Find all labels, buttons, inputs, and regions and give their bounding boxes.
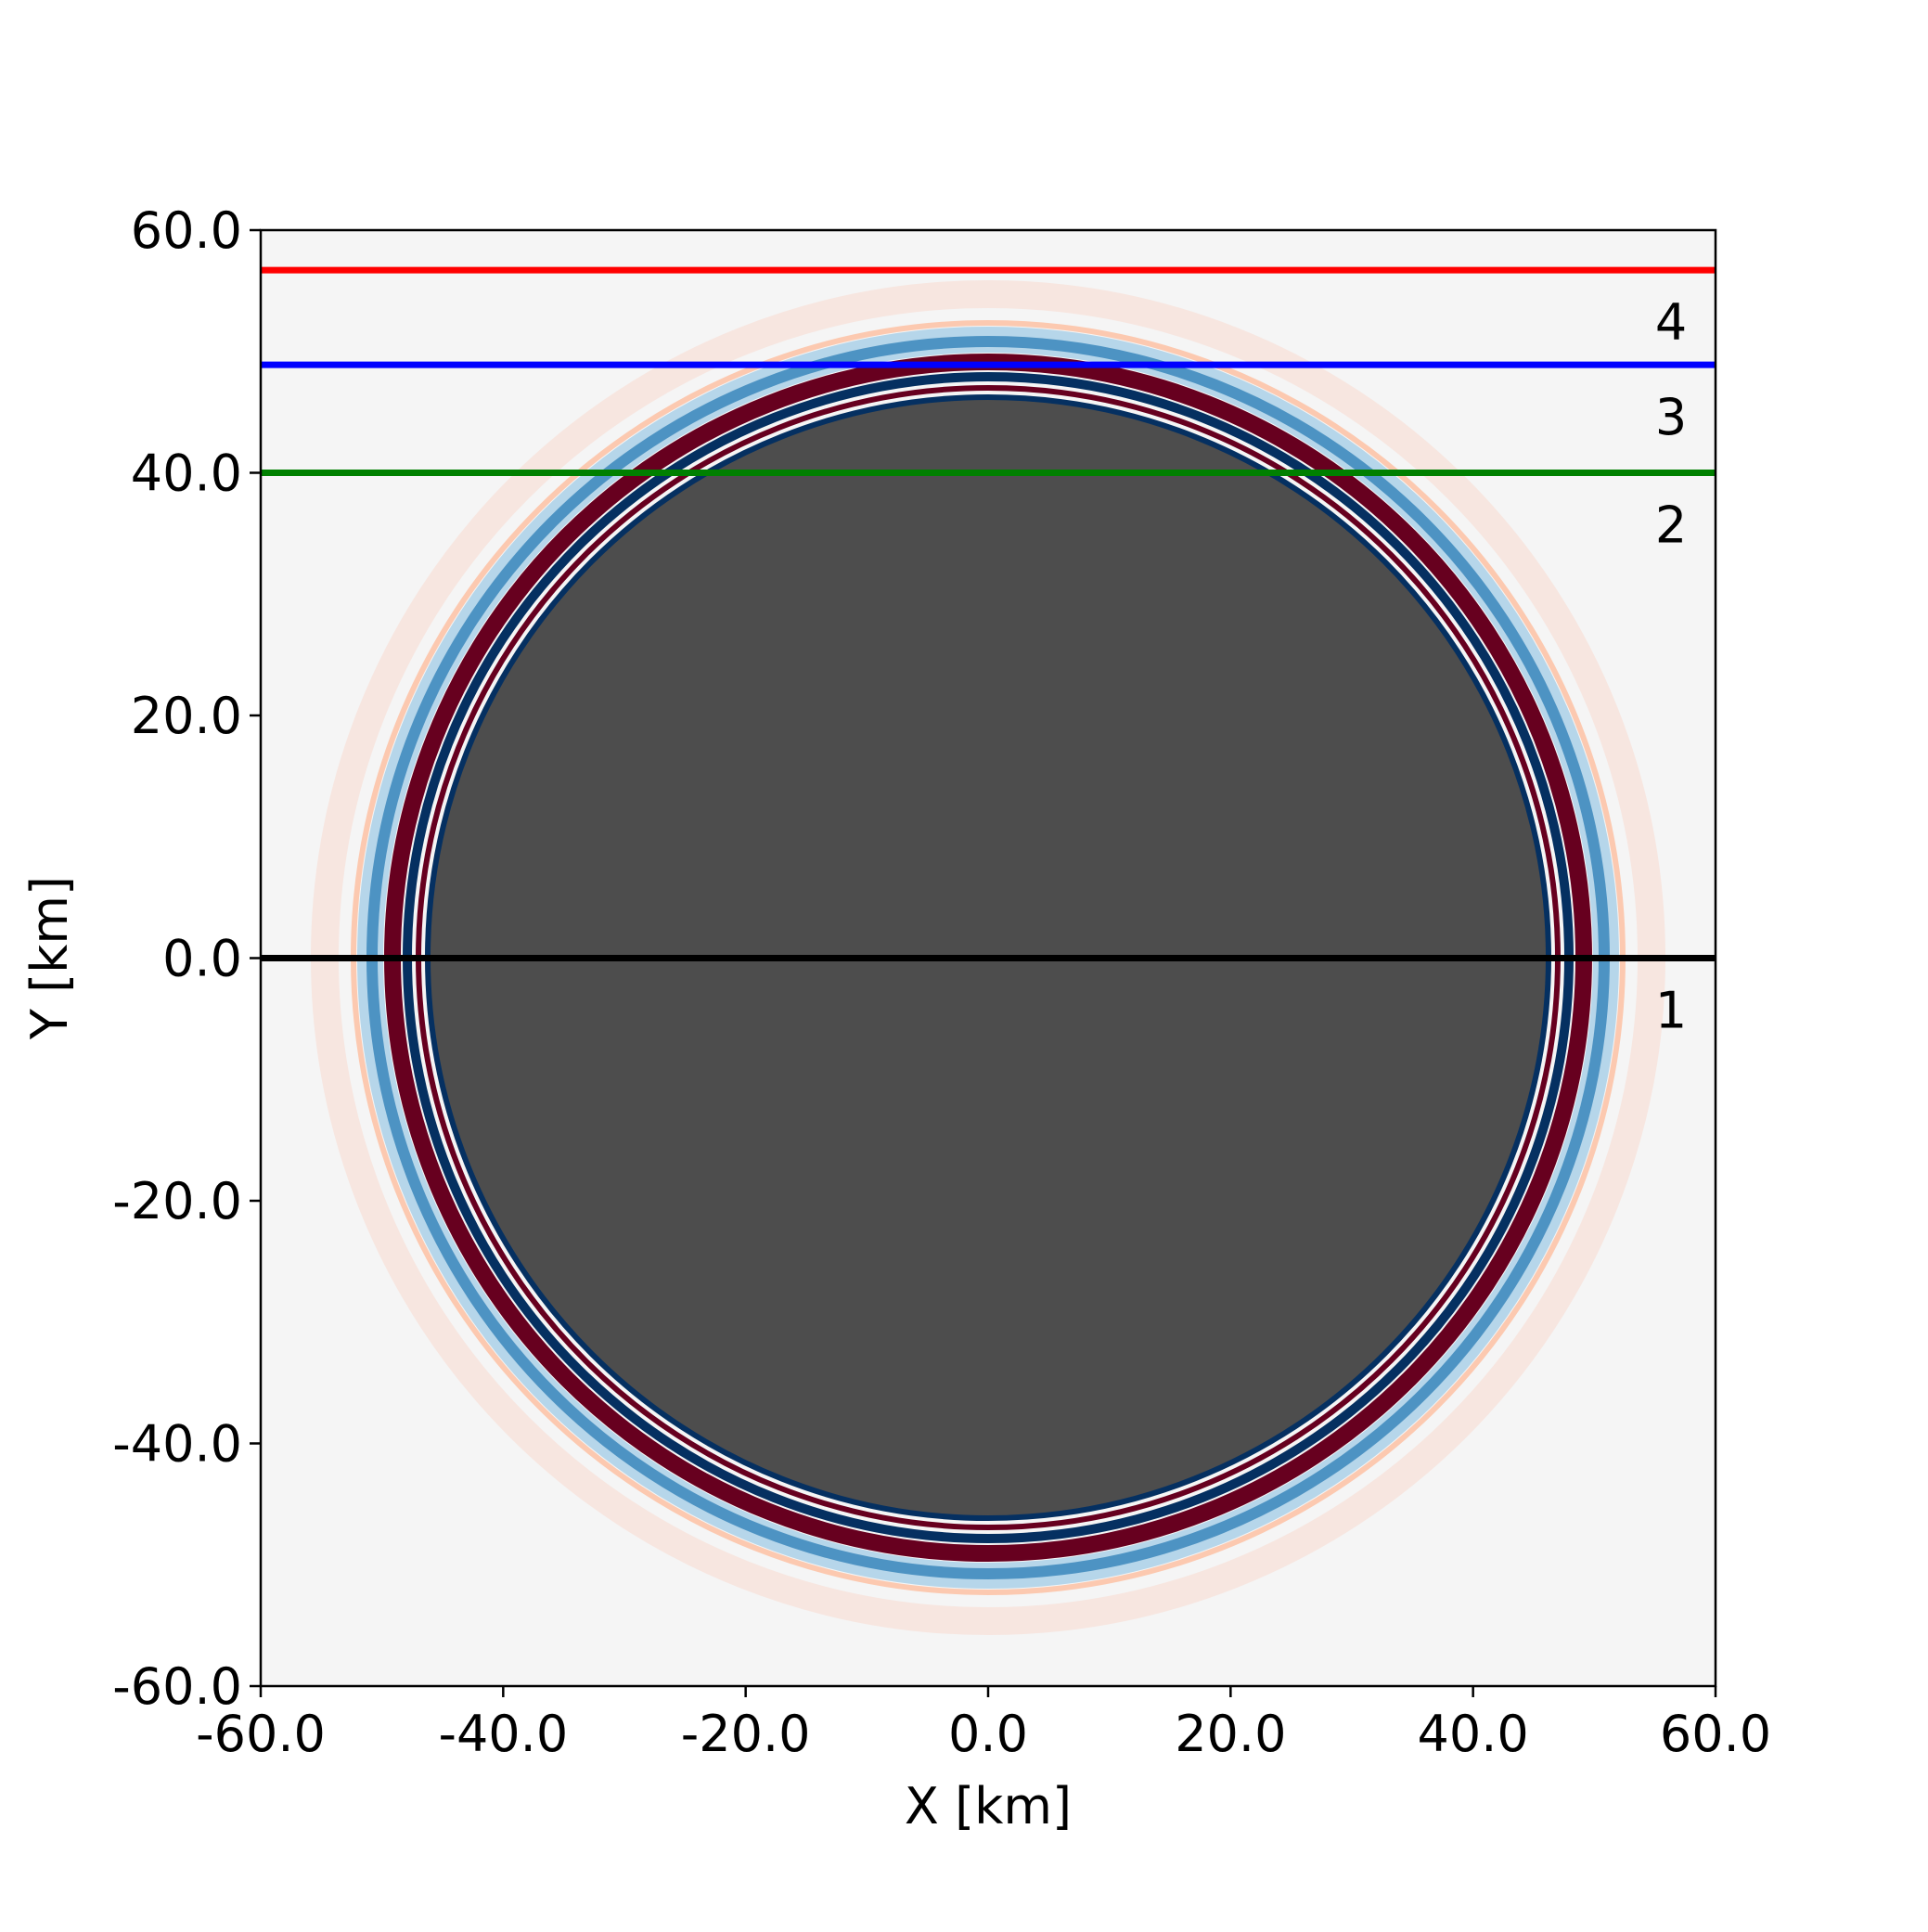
x-tick-label: -20.0 xyxy=(681,1705,811,1763)
y-tick-label: -60.0 xyxy=(112,1657,242,1716)
line-label: 2 xyxy=(1655,496,1687,555)
y-tick-label: 20.0 xyxy=(131,687,242,745)
y-axis-label: Y [km] xyxy=(20,876,79,1040)
x-tick-label: 40.0 xyxy=(1418,1705,1529,1763)
line-label: 4 xyxy=(1655,293,1687,352)
x-tick-label: 60.0 xyxy=(1660,1705,1771,1763)
y-tick-label: -20.0 xyxy=(112,1172,242,1230)
x-tick-label: -60.0 xyxy=(196,1705,326,1763)
lines xyxy=(261,266,1716,961)
y-tick-label: 60.0 xyxy=(131,201,242,260)
line-label: 1 xyxy=(1655,982,1687,1040)
line-label: 3 xyxy=(1655,388,1687,446)
x-axis-label: X [km] xyxy=(905,1777,1072,1835)
y-tick-label: 40.0 xyxy=(131,444,242,503)
x-tick-label: 20.0 xyxy=(1175,1705,1286,1763)
y-tick-label: 0.0 xyxy=(162,930,242,988)
y-tick-label: -40.0 xyxy=(112,1415,242,1474)
x-tick-label: -40.0 xyxy=(438,1705,568,1763)
x-tick-label: 0.0 xyxy=(948,1705,1028,1763)
